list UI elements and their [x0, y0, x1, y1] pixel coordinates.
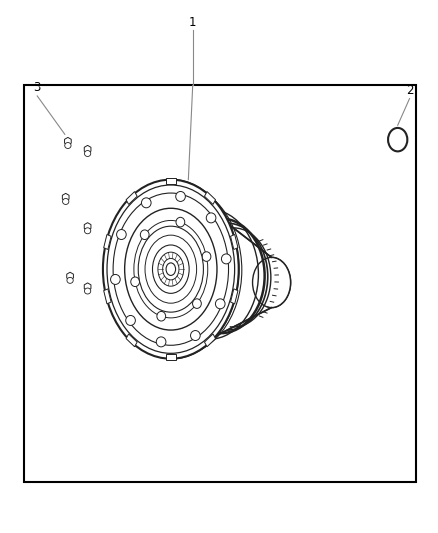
- Ellipse shape: [158, 252, 184, 286]
- Ellipse shape: [67, 277, 73, 284]
- Polygon shape: [230, 235, 238, 249]
- Polygon shape: [104, 289, 111, 304]
- Text: 2: 2: [406, 84, 413, 97]
- Ellipse shape: [126, 316, 135, 326]
- Ellipse shape: [113, 193, 229, 345]
- Ellipse shape: [222, 254, 231, 264]
- Polygon shape: [126, 191, 137, 205]
- Ellipse shape: [107, 185, 235, 353]
- Ellipse shape: [141, 198, 151, 208]
- Ellipse shape: [145, 235, 197, 303]
- Ellipse shape: [156, 337, 166, 347]
- Ellipse shape: [206, 213, 216, 223]
- Ellipse shape: [103, 180, 239, 359]
- Ellipse shape: [157, 311, 166, 321]
- Polygon shape: [84, 146, 91, 153]
- Ellipse shape: [85, 288, 91, 294]
- Ellipse shape: [134, 221, 208, 318]
- Polygon shape: [230, 289, 238, 304]
- Polygon shape: [64, 138, 71, 145]
- Ellipse shape: [253, 257, 290, 308]
- Ellipse shape: [85, 228, 91, 234]
- Polygon shape: [171, 180, 290, 359]
- Ellipse shape: [125, 208, 217, 330]
- Ellipse shape: [138, 226, 203, 312]
- Ellipse shape: [176, 217, 185, 227]
- Ellipse shape: [215, 299, 225, 309]
- Ellipse shape: [65, 142, 71, 149]
- Polygon shape: [126, 334, 137, 347]
- Polygon shape: [166, 354, 176, 360]
- Polygon shape: [205, 191, 215, 205]
- Ellipse shape: [166, 263, 176, 276]
- Text: 1: 1: [189, 16, 197, 29]
- Ellipse shape: [162, 259, 179, 280]
- Polygon shape: [166, 179, 176, 184]
- Ellipse shape: [131, 277, 140, 287]
- Ellipse shape: [152, 245, 189, 293]
- Polygon shape: [205, 334, 215, 347]
- Text: 3: 3: [34, 82, 41, 94]
- Polygon shape: [84, 223, 91, 230]
- Ellipse shape: [176, 191, 185, 201]
- Polygon shape: [84, 283, 91, 290]
- Ellipse shape: [193, 299, 201, 309]
- Bar: [24, 85, 416, 482]
- Ellipse shape: [140, 230, 149, 239]
- Ellipse shape: [63, 198, 69, 205]
- Polygon shape: [104, 235, 111, 249]
- Polygon shape: [67, 272, 74, 280]
- Ellipse shape: [202, 252, 211, 261]
- Ellipse shape: [388, 128, 407, 151]
- Ellipse shape: [191, 330, 200, 341]
- Polygon shape: [62, 193, 69, 201]
- Ellipse shape: [117, 230, 126, 239]
- Ellipse shape: [110, 274, 120, 285]
- Ellipse shape: [85, 150, 91, 157]
